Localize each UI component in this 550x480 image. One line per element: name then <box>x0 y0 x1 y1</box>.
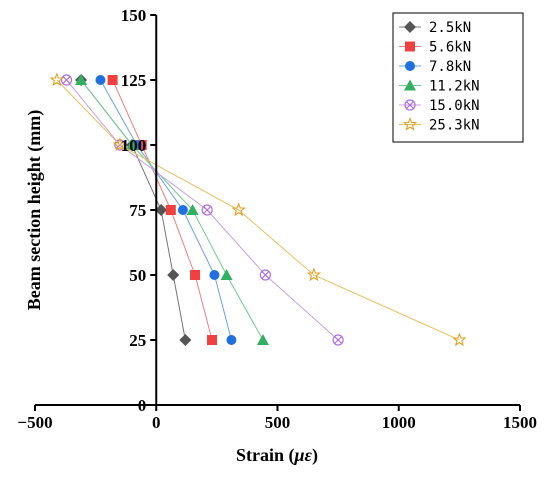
marker <box>209 270 220 280</box>
marker <box>226 335 237 345</box>
plot-layer <box>49 72 467 347</box>
marker <box>404 79 416 91</box>
x-tick-label: 1000 <box>382 413 416 432</box>
legend-label: 15.0kN <box>429 98 480 114</box>
marker <box>404 21 416 33</box>
x-tick-label: 0 <box>152 413 161 432</box>
y-tick-label: 75 <box>129 201 146 220</box>
marker <box>259 269 271 281</box>
y-axis-title: Beam section height (mm) <box>24 110 45 310</box>
x-tick-label: −500 <box>17 413 52 432</box>
marker <box>186 204 199 215</box>
marker <box>75 74 88 85</box>
legend-item: 25.3kN <box>399 116 480 134</box>
marker <box>404 99 416 111</box>
marker <box>402 116 418 131</box>
y-tick-label: 25 <box>129 331 146 350</box>
marker <box>201 204 213 216</box>
y-tick-label: 50 <box>129 266 146 285</box>
series-line <box>56 79 460 341</box>
marker <box>405 61 415 71</box>
legend: 2.5kN 5.6kN 7.8kN 11.2kN 15.0kN 25.3kN <box>392 12 524 143</box>
legend-label: 25.3kN <box>429 118 480 134</box>
marker <box>231 202 246 217</box>
y-tick-label: 100 <box>121 136 147 155</box>
marker <box>452 332 467 347</box>
marker <box>165 205 176 215</box>
marker <box>177 205 188 215</box>
legend-label: 7.8kN <box>429 59 471 75</box>
marker <box>155 204 168 216</box>
y-tick-label: 150 <box>121 6 147 25</box>
marker <box>167 269 180 281</box>
marker <box>126 139 138 150</box>
x-tick-label: 500 <box>265 413 291 432</box>
legend-label: 2.5kN <box>429 20 471 36</box>
legend-item: 7.8kN <box>399 59 471 75</box>
marker <box>179 334 192 346</box>
marker <box>405 41 415 52</box>
legend-item: 2.5kN <box>399 20 471 36</box>
marker <box>95 75 106 85</box>
legend-item: 15.0kN <box>399 98 480 114</box>
marker <box>107 75 118 85</box>
marker <box>256 334 269 345</box>
x-tick-label: 1500 <box>503 413 537 432</box>
marker <box>49 72 64 87</box>
y-tick-label: 0 <box>138 396 147 415</box>
legend-label: 5.6kN <box>429 40 471 56</box>
axes-layer: −500 0 500 1000 1500 0 25 50 75 100 125 150 <box>17 6 537 432</box>
legend-label: 11.2kN <box>429 79 480 95</box>
legend-item: 5.6kN <box>399 40 471 56</box>
marker <box>332 334 344 346</box>
legend-item: 11.2kN <box>399 79 480 95</box>
legend-box <box>392 12 524 143</box>
marker <box>220 269 233 280</box>
marker <box>207 335 218 345</box>
marker <box>60 74 73 86</box>
x-axis-title: Strain (με) <box>236 445 318 466</box>
marker <box>306 267 322 282</box>
marker <box>190 270 201 280</box>
y-tick-label: 125 <box>121 71 147 90</box>
marker <box>112 137 128 152</box>
